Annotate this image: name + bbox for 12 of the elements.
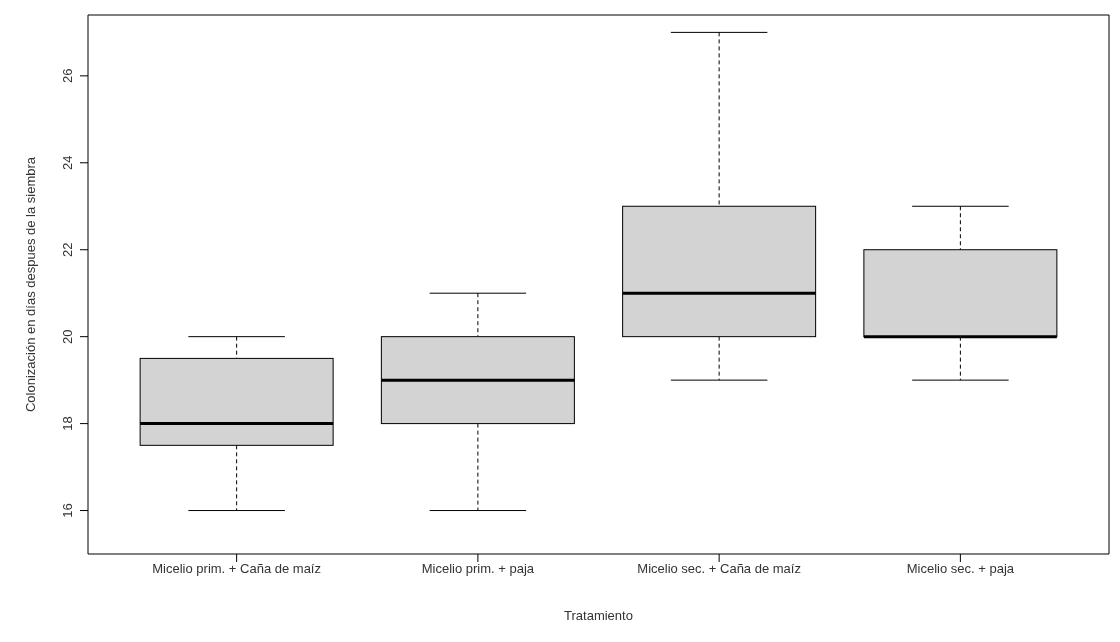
x-tick-label: Micelio prim. + Caña de maíz: [152, 561, 321, 577]
y-axis-title: Colonización en días despues de la siembra: [22, 156, 38, 413]
y-tick-label: 24: [60, 155, 75, 171]
y-tick-label: 18: [60, 416, 75, 431]
x-tick-label: Micelio prim. + paja: [421, 561, 535, 577]
y-tick-label: 20: [60, 329, 75, 344]
y-tick-label: 22: [60, 242, 75, 257]
y-tick-label: 16: [60, 503, 75, 518]
x-tick-label: Micelio sec. + Caña de maíz: [637, 561, 801, 577]
x-axis-title: Tratamiento: [564, 608, 633, 623]
x-tick-label: Micelio sec. + paja: [906, 561, 1015, 577]
y-tick-label: 26: [60, 68, 75, 84]
